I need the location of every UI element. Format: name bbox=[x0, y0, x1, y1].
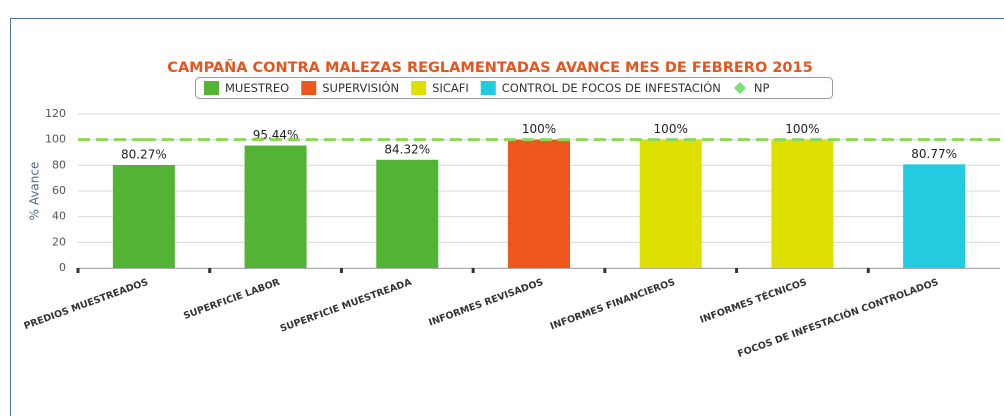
x-tick-label: INFORMES REVISADOS bbox=[427, 277, 545, 329]
y-tick-label: 40 bbox=[52, 210, 66, 223]
legend-label: SUPERVISIÓN bbox=[322, 80, 399, 95]
legend-label: MUESTREO bbox=[225, 81, 289, 95]
x-tick-label: INFORMES FINANCIEROS bbox=[549, 277, 677, 333]
legend-label: SICAFI bbox=[432, 81, 469, 95]
legend-symbol bbox=[411, 81, 427, 95]
y-tick-label: 20 bbox=[52, 235, 66, 248]
legend-label: CONTROL DE FOCOS DE INFESTACIÓN bbox=[502, 80, 721, 95]
value-label: 80.77% bbox=[911, 147, 957, 161]
bar bbox=[903, 164, 966, 268]
value-label: 84.32% bbox=[384, 142, 430, 156]
legend-symbol bbox=[301, 81, 317, 95]
bar bbox=[639, 139, 702, 268]
y-axis-label: % Avance bbox=[28, 162, 42, 221]
legend-box bbox=[195, 77, 833, 99]
x-tick-label: INFORMES TÉCNICOS bbox=[698, 276, 808, 326]
legend-label: NP bbox=[754, 81, 770, 95]
x-tick-label: PREDIOS MUESTREADOS bbox=[23, 277, 150, 332]
frame bbox=[10, 18, 1004, 416]
value-label: 100% bbox=[654, 122, 688, 136]
chart-title: CAMPAÑA CONTRA MALEZAS REGLAMENTADAS AVA… bbox=[167, 59, 812, 76]
value-label: 80.27% bbox=[121, 147, 167, 161]
y-tick-label: 0 bbox=[59, 261, 66, 274]
x-tick-label: SUPERFICIE MUESTREADA bbox=[279, 277, 414, 335]
y-tick-label: 60 bbox=[52, 184, 66, 197]
bar bbox=[376, 159, 439, 268]
bar bbox=[112, 164, 175, 268]
y-tick-label: 120 bbox=[45, 107, 66, 120]
x-tick-label: SUPERFICIE LABOR bbox=[182, 277, 282, 322]
bar bbox=[244, 145, 307, 268]
y-tick-label: 100 bbox=[45, 133, 66, 146]
value-label: 95.44% bbox=[253, 128, 299, 142]
legend-symbol bbox=[204, 81, 219, 95]
value-label: 100% bbox=[522, 122, 556, 136]
x-tick-label: FOCOS DE INFESTACIÓN CONTROLADOS bbox=[736, 276, 940, 360]
y-tick-label: 80 bbox=[52, 158, 66, 171]
bar bbox=[771, 139, 834, 268]
legend-symbol bbox=[733, 82, 746, 94]
legend-symbol bbox=[480, 81, 496, 95]
value-label: 100% bbox=[785, 122, 819, 136]
bar bbox=[508, 139, 570, 268]
